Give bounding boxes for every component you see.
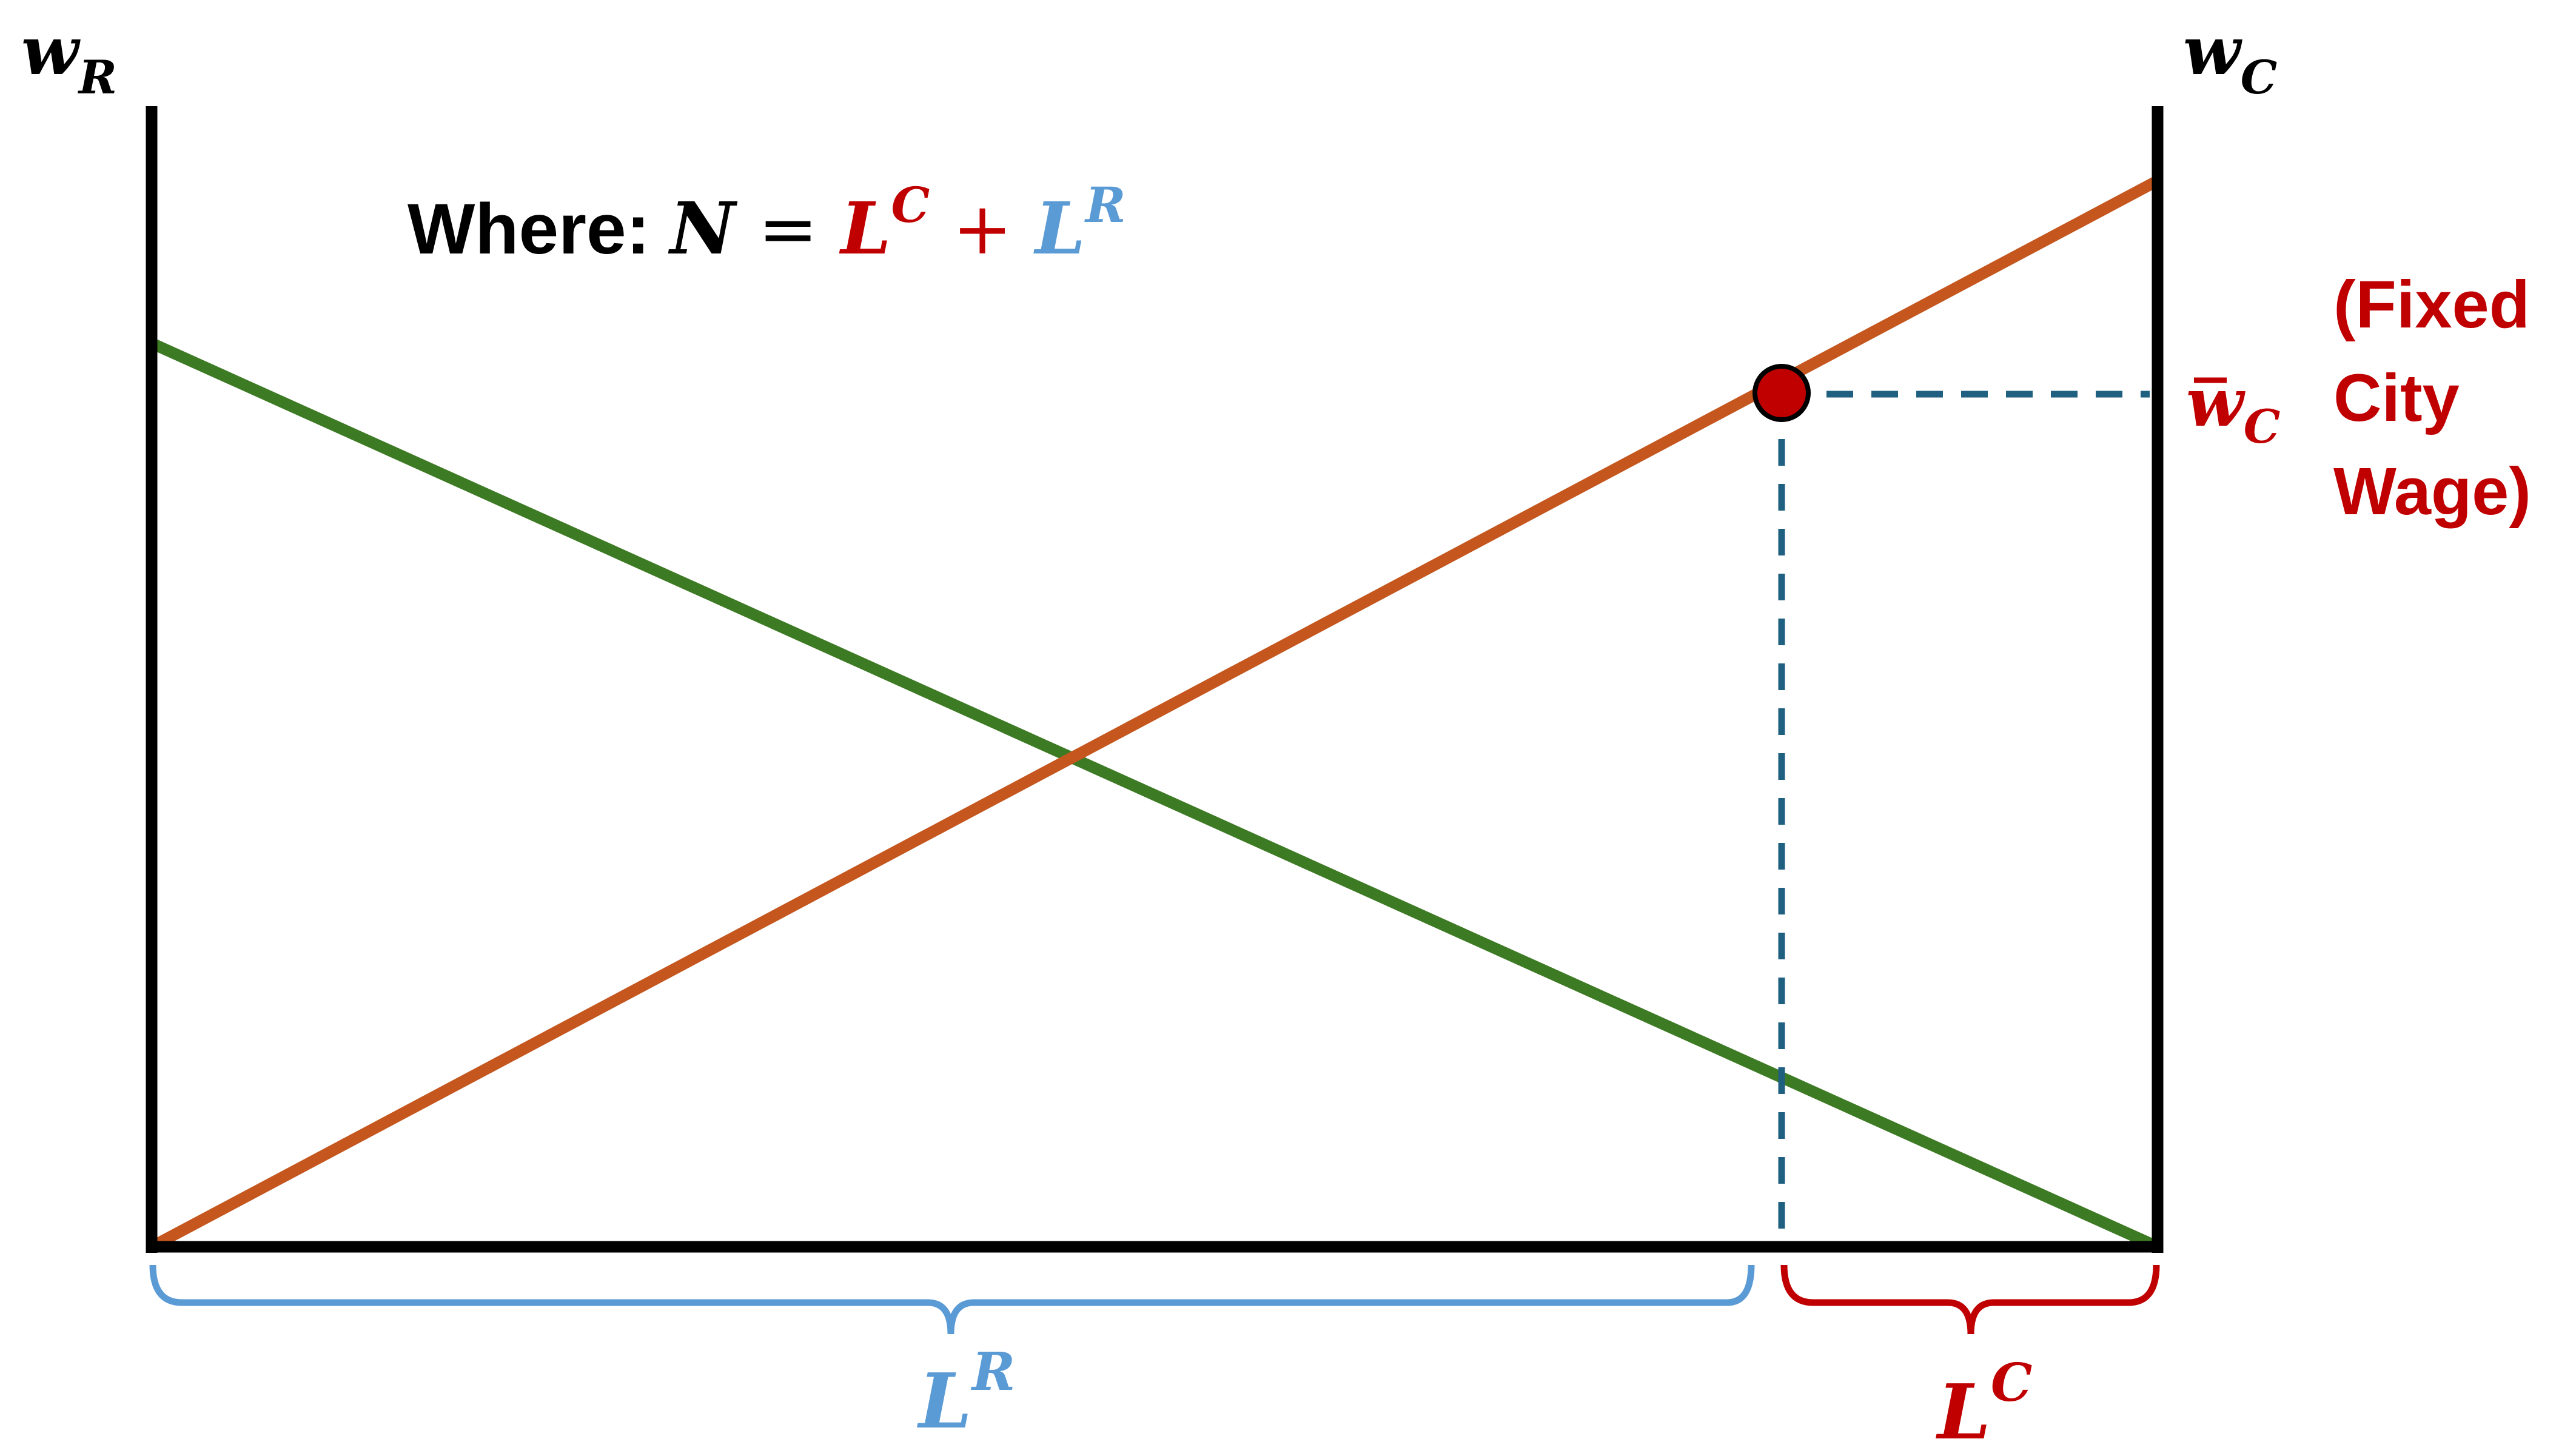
lc-bracket	[1780, 1264, 2160, 1335]
equation-label: Where: N = LC + LR	[0, 158, 1179, 270]
fixed-city-wage-label: (Fixed City Wage)	[0, 0, 2576, 529]
rural-labor-label: LR	[0, 0, 1025, 1446]
filled-circle-icon	[1753, 364, 1811, 422]
fixed-wage-symbol: wC	[0, 0, 2290, 454]
left-axis-label: wR	[0, 0, 127, 104]
lr-bracket	[149, 1264, 1755, 1335]
city-wage-line	[146, 175, 2164, 1253]
right-axis-label: wC	[0, 0, 2287, 104]
city-labor-label: LC	[1936, 1352, 2032, 1456]
rural-wage-line	[146, 337, 2164, 1253]
